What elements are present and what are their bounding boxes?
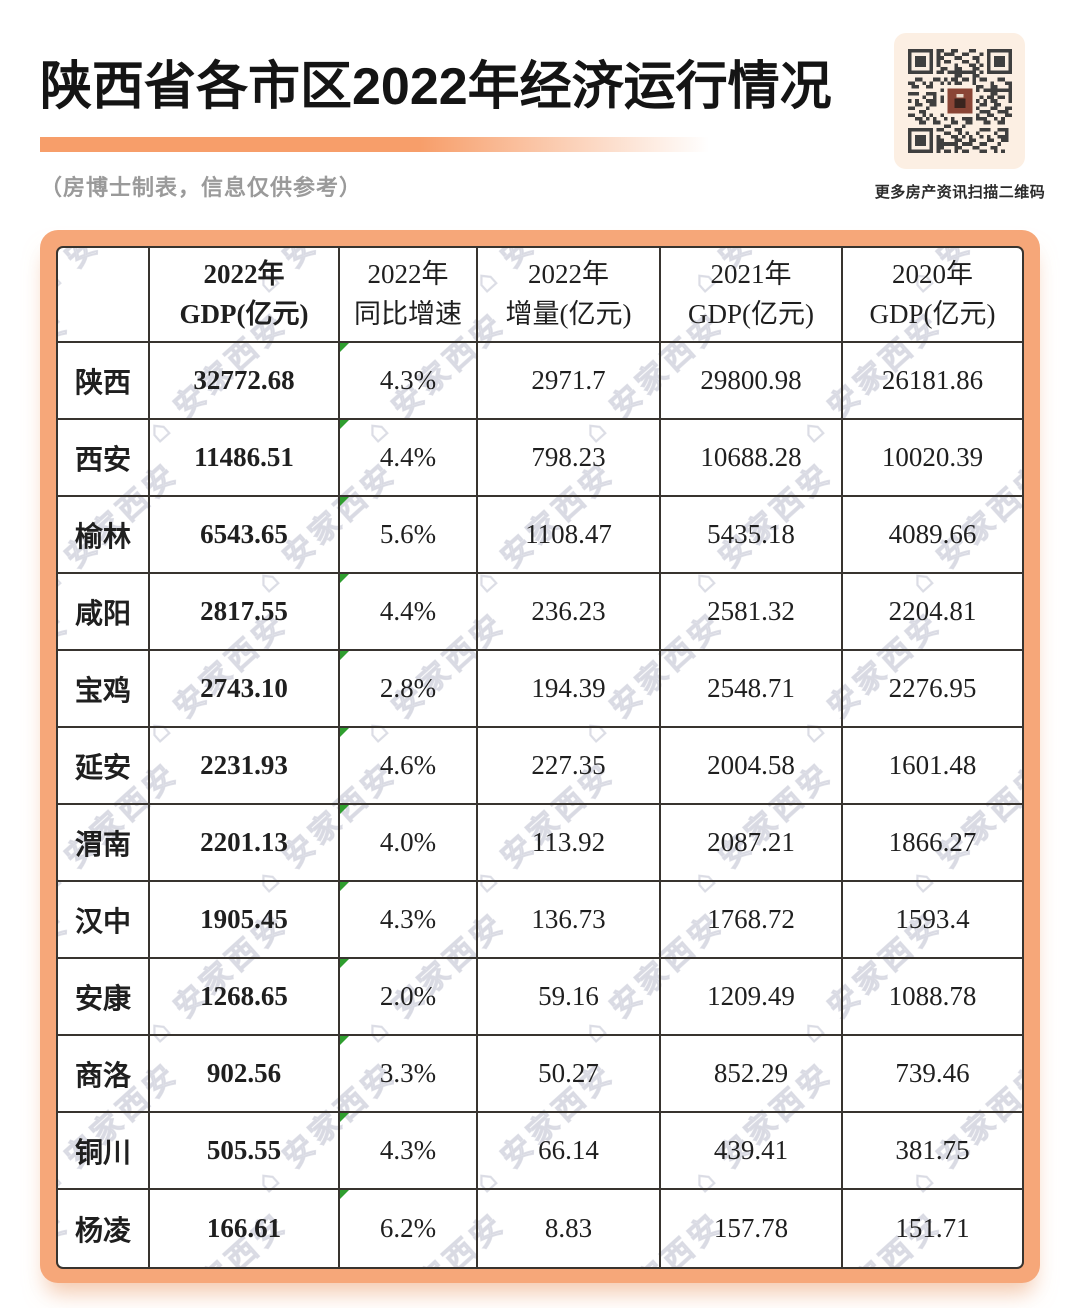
table-cell: 1601.48 — [843, 728, 1022, 805]
table-cell: 227.35 — [478, 728, 661, 805]
column-header-1: 2022年 GDP(亿元) — [150, 248, 340, 343]
table-cell: 136.73 — [478, 882, 661, 959]
table-cell: 26181.86 — [843, 343, 1022, 420]
row-header: 延安 — [58, 728, 150, 805]
row-header: 宝鸡 — [58, 651, 150, 728]
column-header-2: 2022年 同比增速 — [340, 248, 478, 343]
table-cell: 2.0% — [340, 959, 478, 1036]
table-cell: 59.16 — [478, 959, 661, 1036]
table-cell: 2276.95 — [843, 651, 1022, 728]
table-cell: 2004.58 — [661, 728, 843, 805]
qr-code-icon — [907, 49, 1012, 153]
table-cell: 10020.39 — [843, 420, 1022, 497]
column-header-5: 2020年 GDP(亿元) — [843, 248, 1022, 343]
table-cell: 157.78 — [661, 1190, 843, 1267]
table-cell: 4.3% — [340, 882, 478, 959]
table-cell: 2817.55 — [150, 574, 340, 651]
table-cell: 505.55 — [150, 1113, 340, 1190]
title-underline — [40, 137, 730, 152]
row-header: 商洛 — [58, 1036, 150, 1113]
table-cell: 4.6% — [340, 728, 478, 805]
table-cell: 4.3% — [340, 343, 478, 420]
qr-card — [894, 33, 1025, 169]
table-cell: 2.8% — [340, 651, 478, 728]
qr-caption: 更多房产资讯扫描二维码 — [874, 184, 1046, 201]
table-cell: 166.61 — [150, 1190, 340, 1267]
column-header-0 — [58, 248, 150, 343]
row-header: 汉中 — [58, 882, 150, 959]
table-cell: 798.23 — [478, 420, 661, 497]
row-header: 铜川 — [58, 1113, 150, 1190]
table-cell: 1593.4 — [843, 882, 1022, 959]
table-cell: 194.39 — [478, 651, 661, 728]
table-cell: 3.3% — [340, 1036, 478, 1113]
table-cell: 1108.47 — [478, 497, 661, 574]
table-cell: 739.46 — [843, 1036, 1022, 1113]
table-card: ⌂ 安家西安⌂ 安家西安⌂ 安家西安⌂ 安家西安⌂ 安家西安⌂ 安家西安⌂ 安家… — [40, 230, 1040, 1283]
table-cell: 10688.28 — [661, 420, 843, 497]
table-cell: 2548.71 — [661, 651, 843, 728]
table-cell: 2087.21 — [661, 805, 843, 882]
table-cell: 381.75 — [843, 1113, 1022, 1190]
table-cell: 6543.65 — [150, 497, 340, 574]
table-cell: 29800.98 — [661, 343, 843, 420]
table-cell: 1209.49 — [661, 959, 843, 1036]
table-cell: 113.92 — [478, 805, 661, 882]
row-header: 咸阳 — [58, 574, 150, 651]
row-header: 榆林 — [58, 497, 150, 574]
table-cell: 2231.93 — [150, 728, 340, 805]
column-header-3: 2022年 增量(亿元) — [478, 248, 661, 343]
row-header: 杨凌 — [58, 1190, 150, 1267]
table-cell: 2743.10 — [150, 651, 340, 728]
table-cell: 6.2% — [340, 1190, 478, 1267]
table-cell: 151.71 — [895, 1213, 970, 1243]
table-cell: 32772.68 — [150, 343, 340, 420]
row-header: 安康 — [58, 959, 150, 1036]
table-cell: 4.4% — [340, 420, 478, 497]
column-header-4: 2021年 GDP(亿元) — [661, 248, 843, 343]
table-cell: 1866.27 — [843, 805, 1022, 882]
table-cell: 236.23 — [478, 574, 661, 651]
row-header: 西安 — [58, 420, 150, 497]
page-subtitle: （房博士制表，信息仅供参考） — [40, 175, 363, 200]
table-cell: 1768.72 — [661, 882, 843, 959]
table-cell: 1268.65 — [150, 959, 340, 1036]
table-cell: 4.0% — [340, 805, 478, 882]
table-cell: 4089.66 — [843, 497, 1022, 574]
table-cell: 2971.7 — [478, 343, 661, 420]
table-cell: 66.14 — [478, 1113, 661, 1190]
row-header: 渭南 — [58, 805, 150, 882]
table-inner: ⌂ 安家西安⌂ 安家西安⌂ 安家西安⌂ 安家西安⌂ 安家西安⌂ 安家西安⌂ 安家… — [56, 246, 1024, 1269]
page-title: 陕西省各市区2022年经济运行情况 — [40, 58, 832, 116]
table-cell: 2581.32 — [661, 574, 843, 651]
table-cell: 439.41 — [661, 1113, 843, 1190]
table-cell: 4.3% — [340, 1113, 478, 1190]
table-cell: 2204.81 — [843, 574, 1022, 651]
row-header: 陕西 — [58, 343, 150, 420]
table-cell: 5.6% — [340, 497, 478, 574]
table-cell: 11486.51 — [150, 420, 340, 497]
table-cell: 1088.78 — [843, 959, 1022, 1036]
table-cell: 8.83 — [478, 1190, 661, 1267]
table-cell: 50.27 — [478, 1036, 661, 1113]
table-cell: 2201.13 — [150, 805, 340, 882]
table-cell: 5435.18 — [661, 497, 843, 574]
table-cell: 1905.45 — [150, 882, 340, 959]
economy-table: 2022年 GDP(亿元) 2022年 同比增速 2022年 增量(亿元) 2021年… — [58, 248, 1022, 1267]
table-cell: 852.29 — [661, 1036, 843, 1113]
table-cell: 4.4% — [340, 574, 478, 651]
table-cell: 902.56 — [150, 1036, 340, 1113]
